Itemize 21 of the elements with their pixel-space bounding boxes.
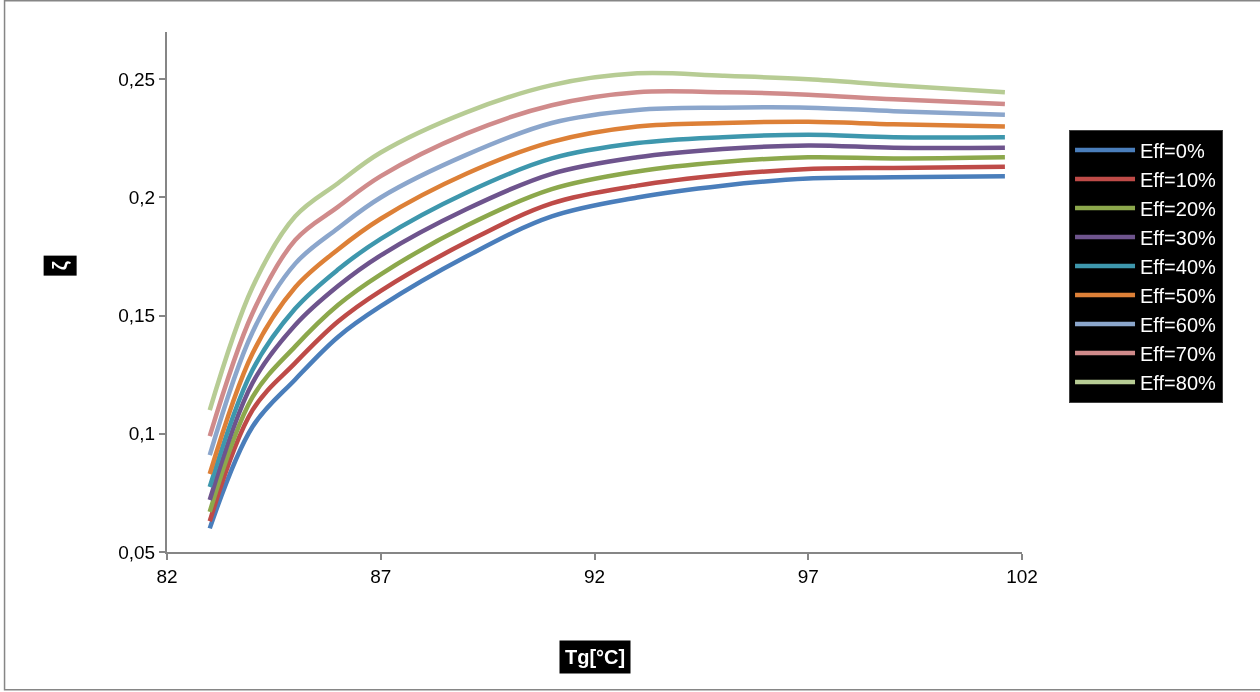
legend-label: Eff=10%	[1140, 168, 1217, 191]
x-tick-label: 92	[583, 565, 606, 587]
legend-label: Eff=70%	[1140, 342, 1217, 365]
legend-label: Eff=20%	[1140, 197, 1217, 220]
legend-label: Eff=30%	[1140, 226, 1217, 249]
y-tick-label: 0,1	[128, 423, 156, 445]
legend-label: Eff=60%	[1140, 313, 1217, 336]
y-axis-title: ζ	[49, 260, 72, 271]
x-tick-label: 97	[797, 565, 819, 587]
x-axis-title: Tg[°C]	[565, 646, 626, 668]
y-tick-label: 0,05	[118, 541, 156, 563]
x-tick-label: 87	[370, 565, 392, 587]
x-tick-label: 82	[156, 565, 178, 587]
legend-label: Eff=50%	[1140, 284, 1217, 307]
legend-label: Eff=0%	[1140, 139, 1205, 162]
legend-label: Eff=80%	[1140, 371, 1217, 394]
y-tick-label: 0,2	[128, 187, 156, 209]
x-tick-label: 102	[1006, 565, 1038, 587]
legend-label: Eff=40%	[1140, 255, 1217, 278]
y-tick-label: 0,25	[118, 68, 156, 90]
y-tick-label: 0,15	[118, 305, 156, 327]
